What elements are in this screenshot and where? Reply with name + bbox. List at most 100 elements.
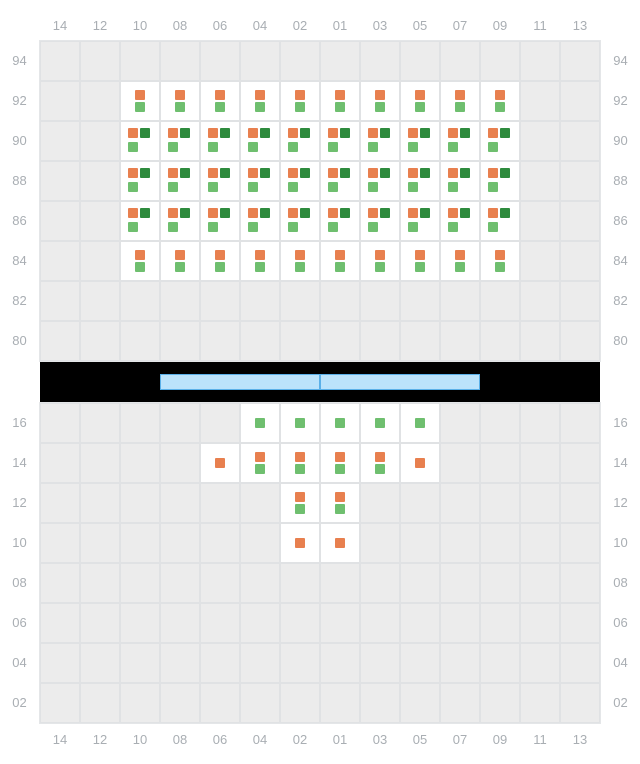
- status-dot: [500, 128, 510, 138]
- grid-cell: [120, 241, 160, 281]
- status-dot: [248, 142, 258, 152]
- status-dot: [495, 250, 505, 260]
- axis-label: 05: [400, 732, 440, 747]
- grid-cell: [160, 121, 200, 161]
- grid-cell: [320, 603, 360, 643]
- grid-cell: [400, 523, 440, 563]
- axis-label: 13: [560, 732, 600, 747]
- status-dot: [328, 208, 338, 218]
- grid-cell: [200, 683, 240, 723]
- status-dot: [255, 418, 265, 428]
- grid-cell: [160, 281, 200, 321]
- grid-cell: [120, 483, 160, 523]
- grid-cell: [80, 281, 120, 321]
- grid-cell: [160, 241, 200, 281]
- grid-cell: [40, 161, 80, 201]
- grid-cell: [520, 523, 560, 563]
- grid-cell: [480, 603, 520, 643]
- axis-label: 09: [480, 18, 520, 33]
- grid-cell: [200, 321, 240, 361]
- grid-cell: [360, 563, 400, 603]
- x-axis-bottom: 1412100806040201030507091113: [0, 724, 640, 754]
- grid-cell: [240, 403, 280, 443]
- grid-cell: [440, 443, 480, 483]
- grid-cell: [560, 161, 600, 201]
- status-dot: [220, 128, 230, 138]
- axis-label: 04: [240, 18, 280, 33]
- status-dot: [368, 128, 378, 138]
- status-dot: [495, 262, 505, 272]
- status-dot: [455, 250, 465, 260]
- grid-cell: [120, 523, 160, 563]
- grid-cell: [440, 281, 480, 321]
- grid-cell: [40, 241, 80, 281]
- grid-cell: [400, 563, 440, 603]
- grid-cell: [480, 483, 520, 523]
- status-dot: [255, 102, 265, 112]
- grid-cell: [480, 523, 520, 563]
- grid-cell: [480, 201, 520, 241]
- grid-cell: [520, 443, 560, 483]
- grid-cell: [200, 121, 240, 161]
- grid-cell: [160, 603, 200, 643]
- status-dot: [140, 208, 150, 218]
- status-dot: [335, 90, 345, 100]
- grid-cell: [520, 643, 560, 683]
- grid-cell: [400, 403, 440, 443]
- status-dot: [168, 142, 178, 152]
- grid-cell: [240, 41, 280, 81]
- status-dot: [215, 250, 225, 260]
- grid-cell: [200, 201, 240, 241]
- axis-label: 02: [280, 18, 320, 33]
- grid-cell: [240, 81, 280, 121]
- status-dot: [415, 458, 425, 468]
- grid-cell: [280, 443, 320, 483]
- grid-cell: [480, 241, 520, 281]
- grid-cell: [440, 643, 480, 683]
- grid-cell: [560, 121, 600, 161]
- grid-cell: [560, 403, 600, 443]
- grid-cell: [240, 201, 280, 241]
- status-dot: [288, 168, 298, 178]
- status-dot: [168, 168, 178, 178]
- grid-cell: [200, 603, 240, 643]
- grid-cell: [80, 563, 120, 603]
- axis-label: 84: [0, 240, 39, 280]
- grid-cell: [80, 121, 120, 161]
- grid-cell: [200, 483, 240, 523]
- axis-label: 82: [0, 280, 39, 320]
- axis-label: 14: [0, 442, 39, 482]
- grid-cell: [480, 81, 520, 121]
- axis-label: 04: [0, 642, 39, 682]
- grid-cell: [520, 201, 560, 241]
- grid-cell: [240, 121, 280, 161]
- status-dot: [340, 168, 350, 178]
- grid-cell: [360, 161, 400, 201]
- top-panel: 9492908886848280 9492908886848280: [0, 40, 640, 362]
- status-dot: [380, 168, 390, 178]
- grid-cell: [120, 563, 160, 603]
- grid-cell: [440, 121, 480, 161]
- status-dot: [180, 128, 190, 138]
- grid-cell: [440, 41, 480, 81]
- status-dot: [495, 102, 505, 112]
- status-dot: [248, 168, 258, 178]
- axis-label: 06: [200, 732, 240, 747]
- axis-label: 14: [601, 442, 640, 482]
- grid-cell: [480, 281, 520, 321]
- grid-cell: [280, 683, 320, 723]
- status-dot: [335, 492, 345, 502]
- status-dot: [260, 168, 270, 178]
- grid-cell: [280, 281, 320, 321]
- status-dot: [415, 102, 425, 112]
- status-dot: [180, 168, 190, 178]
- status-dot: [255, 464, 265, 474]
- grid-cell: [200, 563, 240, 603]
- grid-cell: [120, 603, 160, 643]
- status-dot: [168, 222, 178, 232]
- grid-cell: [80, 403, 120, 443]
- grid-cell: [400, 161, 440, 201]
- grid-cell: [360, 281, 400, 321]
- status-dot: [135, 262, 145, 272]
- status-dot: [140, 168, 150, 178]
